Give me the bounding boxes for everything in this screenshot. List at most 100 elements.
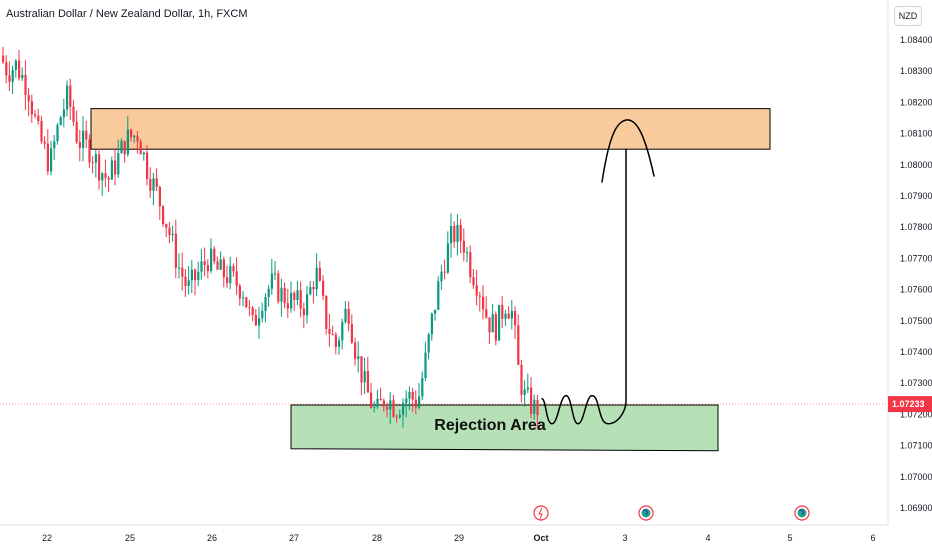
candle-body bbox=[286, 303, 289, 309]
candle-body bbox=[213, 248, 216, 262]
candle-body bbox=[261, 310, 264, 319]
candle-body bbox=[478, 295, 481, 297]
price-tick-label: 1.07000 bbox=[900, 472, 932, 482]
candle-body bbox=[421, 377, 424, 397]
candle-body bbox=[18, 60, 21, 79]
price-tick-label: 1.08200 bbox=[900, 97, 932, 107]
time-tick-label: 5 bbox=[787, 533, 792, 543]
candle-body bbox=[162, 206, 165, 224]
candle-body bbox=[46, 143, 49, 172]
candle-body bbox=[251, 307, 254, 316]
candle-body bbox=[66, 85, 69, 110]
candle-body bbox=[8, 75, 11, 82]
candle-body bbox=[322, 280, 325, 296]
candle-body bbox=[482, 296, 485, 310]
candle-body bbox=[283, 287, 286, 304]
candle-body bbox=[72, 106, 75, 123]
current-price-badge bbox=[888, 396, 932, 413]
candle-body bbox=[453, 225, 456, 242]
zones: Rejection Area bbox=[90, 108, 771, 452]
candle-body bbox=[267, 288, 270, 297]
price-tick-label: 1.07600 bbox=[900, 285, 932, 295]
candle-body bbox=[155, 178, 158, 187]
candle-body bbox=[414, 399, 417, 408]
flash-icon-ring bbox=[533, 505, 549, 521]
candle-body bbox=[398, 414, 401, 418]
candle-body bbox=[392, 400, 395, 417]
rejection-zone bbox=[290, 404, 719, 452]
candle-body bbox=[514, 310, 517, 326]
candle-body bbox=[187, 280, 190, 286]
price-tick-label: 1.08100 bbox=[900, 129, 932, 139]
price-tick-label: 1.07800 bbox=[900, 222, 932, 232]
candle-body bbox=[277, 273, 280, 302]
candle-body bbox=[533, 399, 536, 414]
candle-body bbox=[443, 271, 446, 273]
candle-body bbox=[2, 55, 5, 63]
candle-body bbox=[389, 400, 392, 410]
candle-body bbox=[373, 406, 376, 408]
price-tick-label: 1.07100 bbox=[900, 441, 932, 451]
time-tick-label: 27 bbox=[289, 533, 299, 543]
candle-body bbox=[53, 141, 56, 149]
candle-body bbox=[85, 130, 88, 140]
price-tick-label: 1.07200 bbox=[900, 409, 932, 419]
candle-body bbox=[338, 340, 341, 347]
candle-body bbox=[88, 139, 91, 163]
candles bbox=[2, 46, 539, 430]
candle-body bbox=[149, 179, 152, 191]
time-tick-label: 28 bbox=[372, 533, 382, 543]
candle-body bbox=[530, 387, 533, 414]
price-tick-label: 1.07700 bbox=[900, 253, 932, 263]
candle-body bbox=[120, 140, 123, 154]
candle-body bbox=[379, 398, 382, 401]
time-axis: 22 25 26 27 28 29 Oct 3 4 5 6 bbox=[0, 524, 888, 543]
candle-body bbox=[62, 109, 65, 118]
candle-body bbox=[424, 352, 427, 378]
candle-body bbox=[344, 308, 347, 323]
candle-body bbox=[526, 387, 529, 390]
candle-body bbox=[427, 334, 430, 353]
candle-body bbox=[270, 273, 273, 289]
time-tick-label: 22 bbox=[42, 533, 52, 543]
candle-body bbox=[11, 69, 14, 82]
time-tick-label: 26 bbox=[207, 533, 217, 543]
candle-body bbox=[168, 227, 171, 235]
candle-body bbox=[456, 224, 459, 242]
candle-body bbox=[475, 285, 478, 296]
candle-body bbox=[459, 224, 462, 241]
candle-body bbox=[491, 314, 494, 333]
currency-button[interactable]: NZD bbox=[894, 6, 922, 26]
candle-body bbox=[229, 266, 232, 284]
candle-body bbox=[405, 398, 408, 404]
candle-body bbox=[152, 178, 155, 191]
candle-body bbox=[296, 290, 299, 301]
candle-body bbox=[258, 318, 261, 326]
price-tick-label: 1.08400 bbox=[900, 35, 932, 45]
projected-peak bbox=[601, 119, 655, 183]
candle-body bbox=[318, 267, 321, 281]
candle-body bbox=[315, 267, 318, 290]
candle-body bbox=[50, 148, 53, 172]
candle-body bbox=[235, 271, 238, 286]
candle-body bbox=[341, 322, 344, 341]
time-tick-label: 4 bbox=[705, 533, 710, 543]
candle-body bbox=[306, 294, 309, 316]
candle-body bbox=[222, 259, 225, 278]
candle-body bbox=[430, 313, 433, 335]
flash-icon bbox=[533, 505, 549, 521]
candle-body bbox=[203, 261, 206, 265]
globe-icon bbox=[794, 505, 810, 521]
price-tick-label: 1.08300 bbox=[900, 66, 932, 76]
candle-body bbox=[146, 152, 149, 180]
candle-body bbox=[293, 292, 296, 301]
candle-body bbox=[325, 295, 328, 329]
candle-body bbox=[501, 305, 504, 319]
candle-body bbox=[43, 141, 46, 144]
candle-body bbox=[264, 296, 267, 311]
candle-body bbox=[382, 400, 385, 407]
candle-body bbox=[197, 271, 200, 281]
chart-title: Australian Dollar / New Zealand Dollar, … bbox=[6, 8, 248, 20]
candle-body bbox=[446, 243, 449, 273]
